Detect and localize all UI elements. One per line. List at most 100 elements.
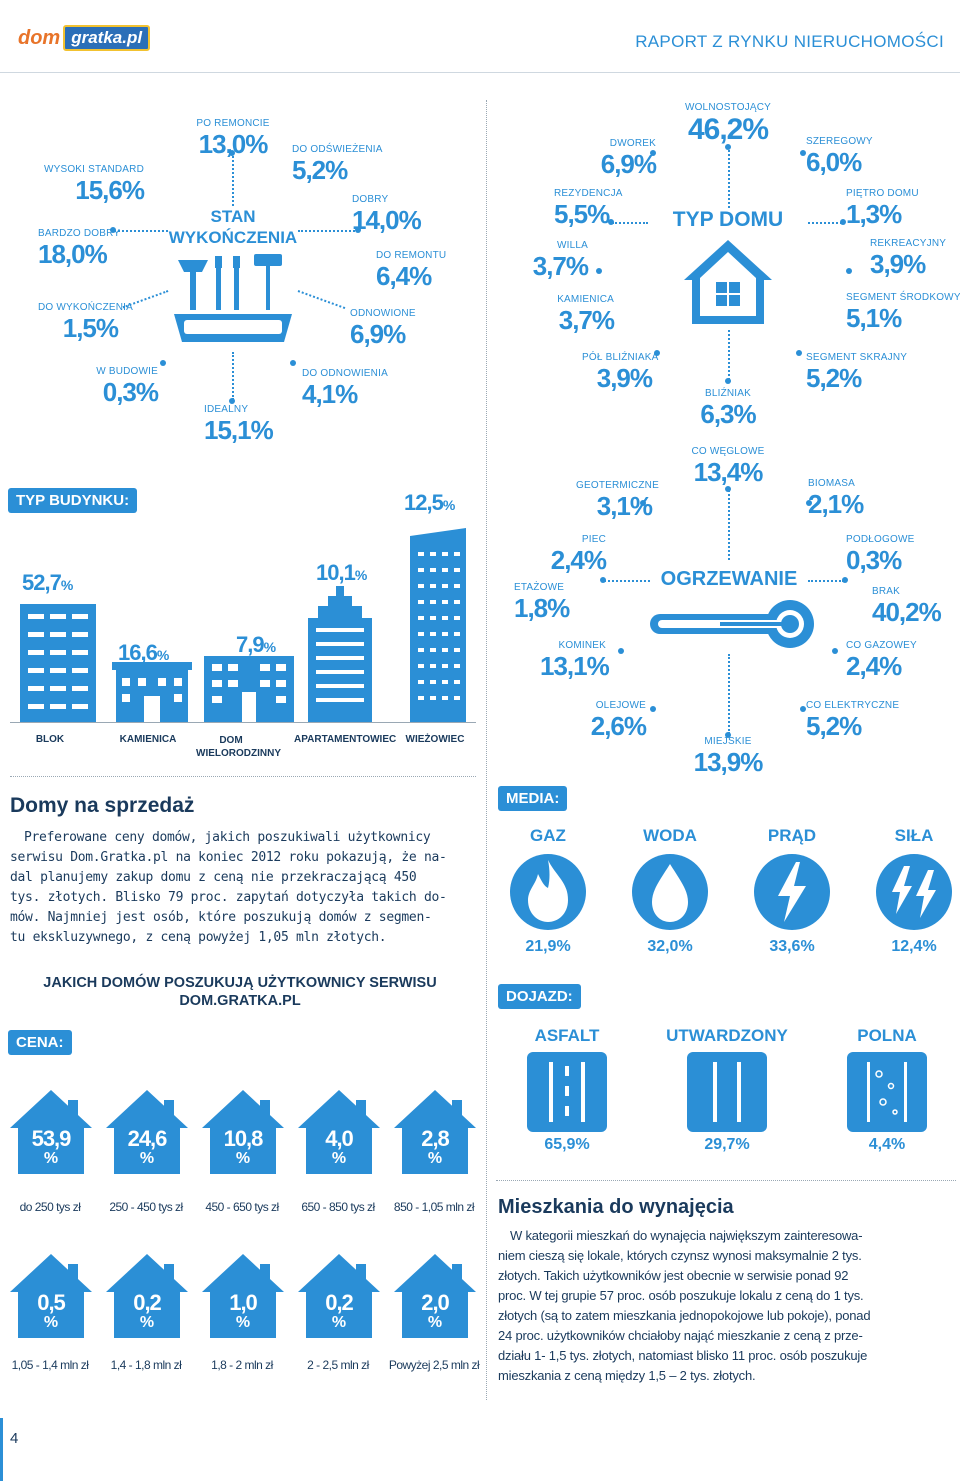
price-house-value: 0,5 bbox=[37, 1290, 66, 1315]
price-range-label: 650 - 850 tys zł bbox=[301, 1200, 375, 1214]
price-house-pct: % bbox=[139, 1150, 155, 1167]
price-house-pct: % bbox=[427, 1314, 443, 1331]
price-house: 24,6% bbox=[102, 1086, 192, 1176]
typ-budynku-tag: TYP BUDYNKU: bbox=[8, 488, 138, 513]
stan-do-odnowienia: DO ODNOWIENIA 4,1% bbox=[302, 368, 388, 409]
apartamentowiec-building-icon bbox=[308, 586, 372, 722]
typ-rekreacyjny: REKREACYJNY 3,9% bbox=[870, 238, 947, 279]
stan-title: STAN WYKOŃCZENIA bbox=[168, 206, 298, 248]
dojazd-name: UTWARDZONY bbox=[666, 1026, 788, 1045]
budynek-apartamentowiec-value: 10,1% bbox=[316, 560, 367, 585]
media-name: SIŁA bbox=[894, 826, 934, 845]
price-house-value: 0,2 bbox=[133, 1290, 162, 1315]
kamienica-building-icon bbox=[112, 662, 192, 722]
domy-heading: Domy na sprzedaż bbox=[10, 794, 195, 817]
dojazd-item: UTWARDZONY 29,7% bbox=[652, 1026, 802, 1154]
price-range-label: 250 - 450 tys zł bbox=[109, 1200, 183, 1214]
price-house: 2,8% bbox=[390, 1086, 480, 1176]
logo[interactable]: dom gratka.pl bbox=[18, 25, 151, 51]
price-range-label: 2 - 2,5 mln zł bbox=[307, 1358, 369, 1372]
logo-gratka: gratka.pl bbox=[63, 25, 151, 51]
stan-title-2: WYKOŃCZENIA bbox=[168, 228, 298, 247]
ogrz-brak: BRAK 40,2% bbox=[872, 586, 942, 627]
house-icon bbox=[684, 240, 772, 324]
stan-dobry: DOBRY 14,0% bbox=[352, 194, 422, 235]
price-range-label: do 250 tys zł bbox=[19, 1200, 81, 1214]
stan-idealny: IDEALNY 15,1% bbox=[204, 404, 274, 445]
price-house-value: 4,0 bbox=[325, 1126, 354, 1151]
ground-line bbox=[10, 722, 476, 723]
blok-building-icon bbox=[20, 604, 96, 722]
page-number: 4 bbox=[10, 1430, 19, 1447]
price-house: 0,2% bbox=[102, 1250, 192, 1340]
asphalt-road-icon bbox=[527, 1052, 607, 1132]
price-range-label: Powyżej 2,5 mln zł bbox=[388, 1358, 480, 1372]
typ-kamienica: KAMIENICA 3,7% bbox=[557, 294, 615, 335]
paved-road-icon bbox=[687, 1052, 767, 1132]
ogrz-kominek: KOMINEK 13,1% bbox=[540, 640, 610, 681]
price-house-pct: % bbox=[331, 1314, 347, 1331]
flame-icon bbox=[508, 852, 588, 932]
ogrz-co-gazowe: CO GAZOWEY 2,4% bbox=[846, 640, 917, 681]
price-range-label: 1,05 - 1,4 mln zł bbox=[11, 1358, 89, 1372]
typ-pietro-domu: PIĘTRO DOMU 1,3% bbox=[846, 188, 919, 229]
typ-segment-skrajny: SEGMENT SKRAJNY 5,2% bbox=[806, 352, 908, 393]
budynek-blok-caption: BLOK bbox=[35, 734, 65, 745]
price-house: 0,5% bbox=[6, 1250, 96, 1340]
dojazd-name: ASFALT bbox=[534, 1026, 600, 1045]
price-house-pct: % bbox=[235, 1150, 251, 1167]
price-house: 1,0% bbox=[198, 1250, 288, 1340]
price-range-label: 850 - 1,05 mln zł bbox=[393, 1200, 475, 1214]
typ-willa: WILLA 3,7% bbox=[532, 240, 589, 281]
price-house-value: 2,8 bbox=[421, 1126, 450, 1151]
domy-paragraph: Preferowane ceny domów, jakich poszukiwa… bbox=[10, 830, 447, 945]
dojazd-value: 4,4% bbox=[868, 1136, 906, 1153]
typ-domu-title: TYP DOMU bbox=[672, 208, 784, 231]
ogrz-geotermiczne: GEOTERMICZNE 3,1% bbox=[576, 480, 659, 521]
media-name: PRĄD bbox=[767, 826, 817, 845]
price-range-label: 450 - 650 tys zł bbox=[205, 1200, 279, 1214]
logo-dom: dom bbox=[18, 26, 61, 49]
header-divider bbox=[0, 72, 960, 73]
ogrz-miejskie: MIEJSKIE 13,9% bbox=[693, 736, 764, 777]
cena-heading: JAKICH DOMÓW POSZUKUJĄ UŻYTKOWNICY SERWI… bbox=[43, 975, 437, 1009]
media-value: 32,0% bbox=[647, 938, 693, 955]
price-house-value: 1,0 bbox=[229, 1290, 258, 1315]
ogrz-piec: PIEC 2,4% bbox=[550, 534, 607, 575]
ogrz-podlogowe: PODŁOGOWE 0,3% bbox=[846, 534, 915, 575]
dojazd-value: 65,9% bbox=[544, 1136, 590, 1153]
price-house-value: 24,6 bbox=[127, 1126, 168, 1151]
dojazd-tag: DOJAZD: bbox=[498, 984, 581, 1009]
double-lightning-icon bbox=[874, 852, 954, 932]
budynek-blok-value: 52,7% bbox=[22, 570, 73, 595]
dojazd-name: POLNA bbox=[857, 1026, 917, 1045]
typ-rezydencja: REZYDENCJA 5,5% bbox=[554, 188, 623, 229]
price-house: 2,0% bbox=[390, 1250, 480, 1340]
price-house: 4,0% bbox=[294, 1086, 384, 1176]
budynek-wiezowiec-value: 12,5% bbox=[404, 490, 455, 515]
media-name: GAZ bbox=[530, 826, 566, 845]
stan-do-remontu: DO REMONTU 6,4% bbox=[376, 250, 447, 291]
stan-bardzo-dobry: BARDZO DOBRY 18,0% bbox=[38, 228, 121, 269]
media-value: 21,9% bbox=[525, 938, 571, 955]
budynek-dom-value: 7,9% bbox=[236, 632, 276, 657]
lightning-icon bbox=[752, 852, 832, 932]
cena-tag: CENA: bbox=[8, 1030, 72, 1055]
dojazd-value: 29,7% bbox=[704, 1136, 750, 1153]
thermometer-icon bbox=[650, 600, 814, 648]
budynek-kamienica-value: 16,6% bbox=[118, 640, 169, 665]
stan-wysoki-standard: WYSOKI STANDARD 15,6% bbox=[43, 164, 145, 205]
media-item: WODA 32,0% bbox=[620, 826, 720, 956]
price-house-value: 0,2 bbox=[325, 1290, 354, 1315]
dirt-road-icon bbox=[847, 1052, 927, 1132]
price-house: 53,9% bbox=[6, 1086, 96, 1176]
budynek-apartamentowiec-caption: APARTAMENTOWIEC bbox=[294, 734, 397, 745]
price-house-pct: % bbox=[427, 1150, 443, 1167]
typ-szeregowy: SZEREGOWY 6,0% bbox=[806, 136, 873, 177]
vertical-divider bbox=[486, 100, 487, 1400]
price-house: 10,8% bbox=[198, 1086, 288, 1176]
stan-do-odswiezenia: DO ODŚWIEŻENIA 5,2% bbox=[292, 144, 383, 185]
ogrz-biomasa: BIOMASA 2,1% bbox=[808, 478, 864, 519]
media-name: WODA bbox=[643, 826, 697, 845]
budynek-kamienica-caption: KAMIENICA bbox=[119, 734, 177, 745]
